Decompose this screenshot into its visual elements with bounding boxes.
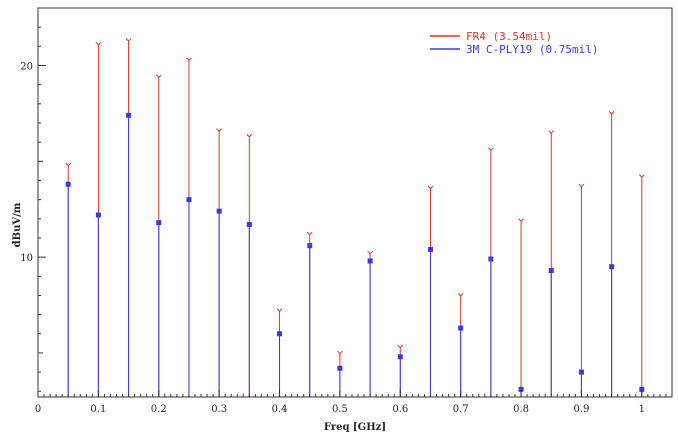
fr4-marker bbox=[518, 218, 524, 222]
cply19-marker bbox=[65, 181, 71, 187]
x-tick-label: 0.9 bbox=[573, 404, 589, 415]
cply19-marker bbox=[397, 354, 403, 360]
x-tick-label: 0.4 bbox=[272, 404, 288, 415]
cply19-marker bbox=[246, 222, 252, 228]
cply19-marker bbox=[216, 208, 222, 214]
x-axis-title: Freq [GHz] bbox=[324, 422, 386, 433]
cply19-marker bbox=[367, 258, 373, 264]
x-tick-label: 0 bbox=[35, 404, 41, 415]
cply19-marker bbox=[578, 369, 584, 375]
legend: FR4 (3.54mil) 3M C-PLY19 (0.75mil) bbox=[430, 30, 598, 56]
cply19-marker bbox=[337, 365, 343, 371]
fr4-marker bbox=[427, 185, 434, 190]
fr4-marker bbox=[216, 128, 222, 132]
legend-label-cply19: 3M C-PLY19 (0.75mil) bbox=[466, 43, 598, 56]
fr4-marker bbox=[397, 344, 404, 349]
fr4-marker bbox=[488, 147, 494, 152]
plot-frame bbox=[37, 7, 673, 398]
cply19-marker bbox=[548, 268, 554, 274]
fr4-marker bbox=[306, 231, 313, 236]
x-tick-label: 1 bbox=[639, 404, 645, 415]
cply19-marker bbox=[609, 264, 615, 270]
cply19-marker bbox=[518, 386, 524, 392]
x-tick-label: 0.3 bbox=[211, 404, 227, 415]
fr4-marker bbox=[125, 38, 132, 42]
x-tick-label: 0.5 bbox=[332, 404, 348, 415]
fr4-marker bbox=[95, 42, 102, 46]
cply19-marker bbox=[458, 325, 464, 331]
fr4-marker bbox=[65, 162, 72, 167]
fr4-marker bbox=[638, 174, 645, 178]
bars-layer bbox=[65, 38, 645, 397]
y-axis-title: dBuV/m bbox=[12, 202, 23, 247]
axis-layer: 0 0.1 0.2 0.3 0.4 0.5 0.6 0.7 0.8 0.9 1 10 20 bbox=[20, 7, 673, 415]
fr4-marker bbox=[337, 350, 343, 355]
cply19-marker bbox=[95, 212, 101, 218]
y-tick-label: 20 bbox=[20, 61, 33, 72]
cply19-marker bbox=[639, 386, 645, 392]
cply19-marker bbox=[427, 246, 433, 252]
x-tick-label: 0.7 bbox=[453, 404, 469, 415]
cply19-marker bbox=[186, 197, 192, 203]
fr4-marker bbox=[367, 250, 373, 255]
fr4-marker bbox=[246, 134, 253, 138]
cply19-marker bbox=[307, 243, 313, 249]
x-tick-label: 0.6 bbox=[392, 404, 408, 415]
fr4-marker bbox=[186, 57, 192, 61]
cply19-marker bbox=[488, 256, 494, 262]
fr4-marker bbox=[578, 183, 585, 188]
x-tick-label: 0.2 bbox=[151, 404, 167, 415]
fr4-marker bbox=[276, 308, 283, 312]
cply19-marker bbox=[126, 112, 132, 118]
cply19-marker bbox=[277, 331, 283, 337]
fr4-marker bbox=[155, 74, 162, 79]
fr4-marker bbox=[457, 293, 464, 297]
fr4-marker bbox=[608, 111, 615, 115]
legend-label-fr4: FR4 (3.54mil) bbox=[466, 30, 552, 43]
y-tick-label: 10 bbox=[20, 253, 33, 264]
fr4-marker bbox=[548, 130, 555, 134]
x-tick-label: 0.8 bbox=[513, 404, 529, 415]
x-tick-label: 0.1 bbox=[90, 404, 106, 415]
cply19-marker bbox=[156, 220, 162, 226]
